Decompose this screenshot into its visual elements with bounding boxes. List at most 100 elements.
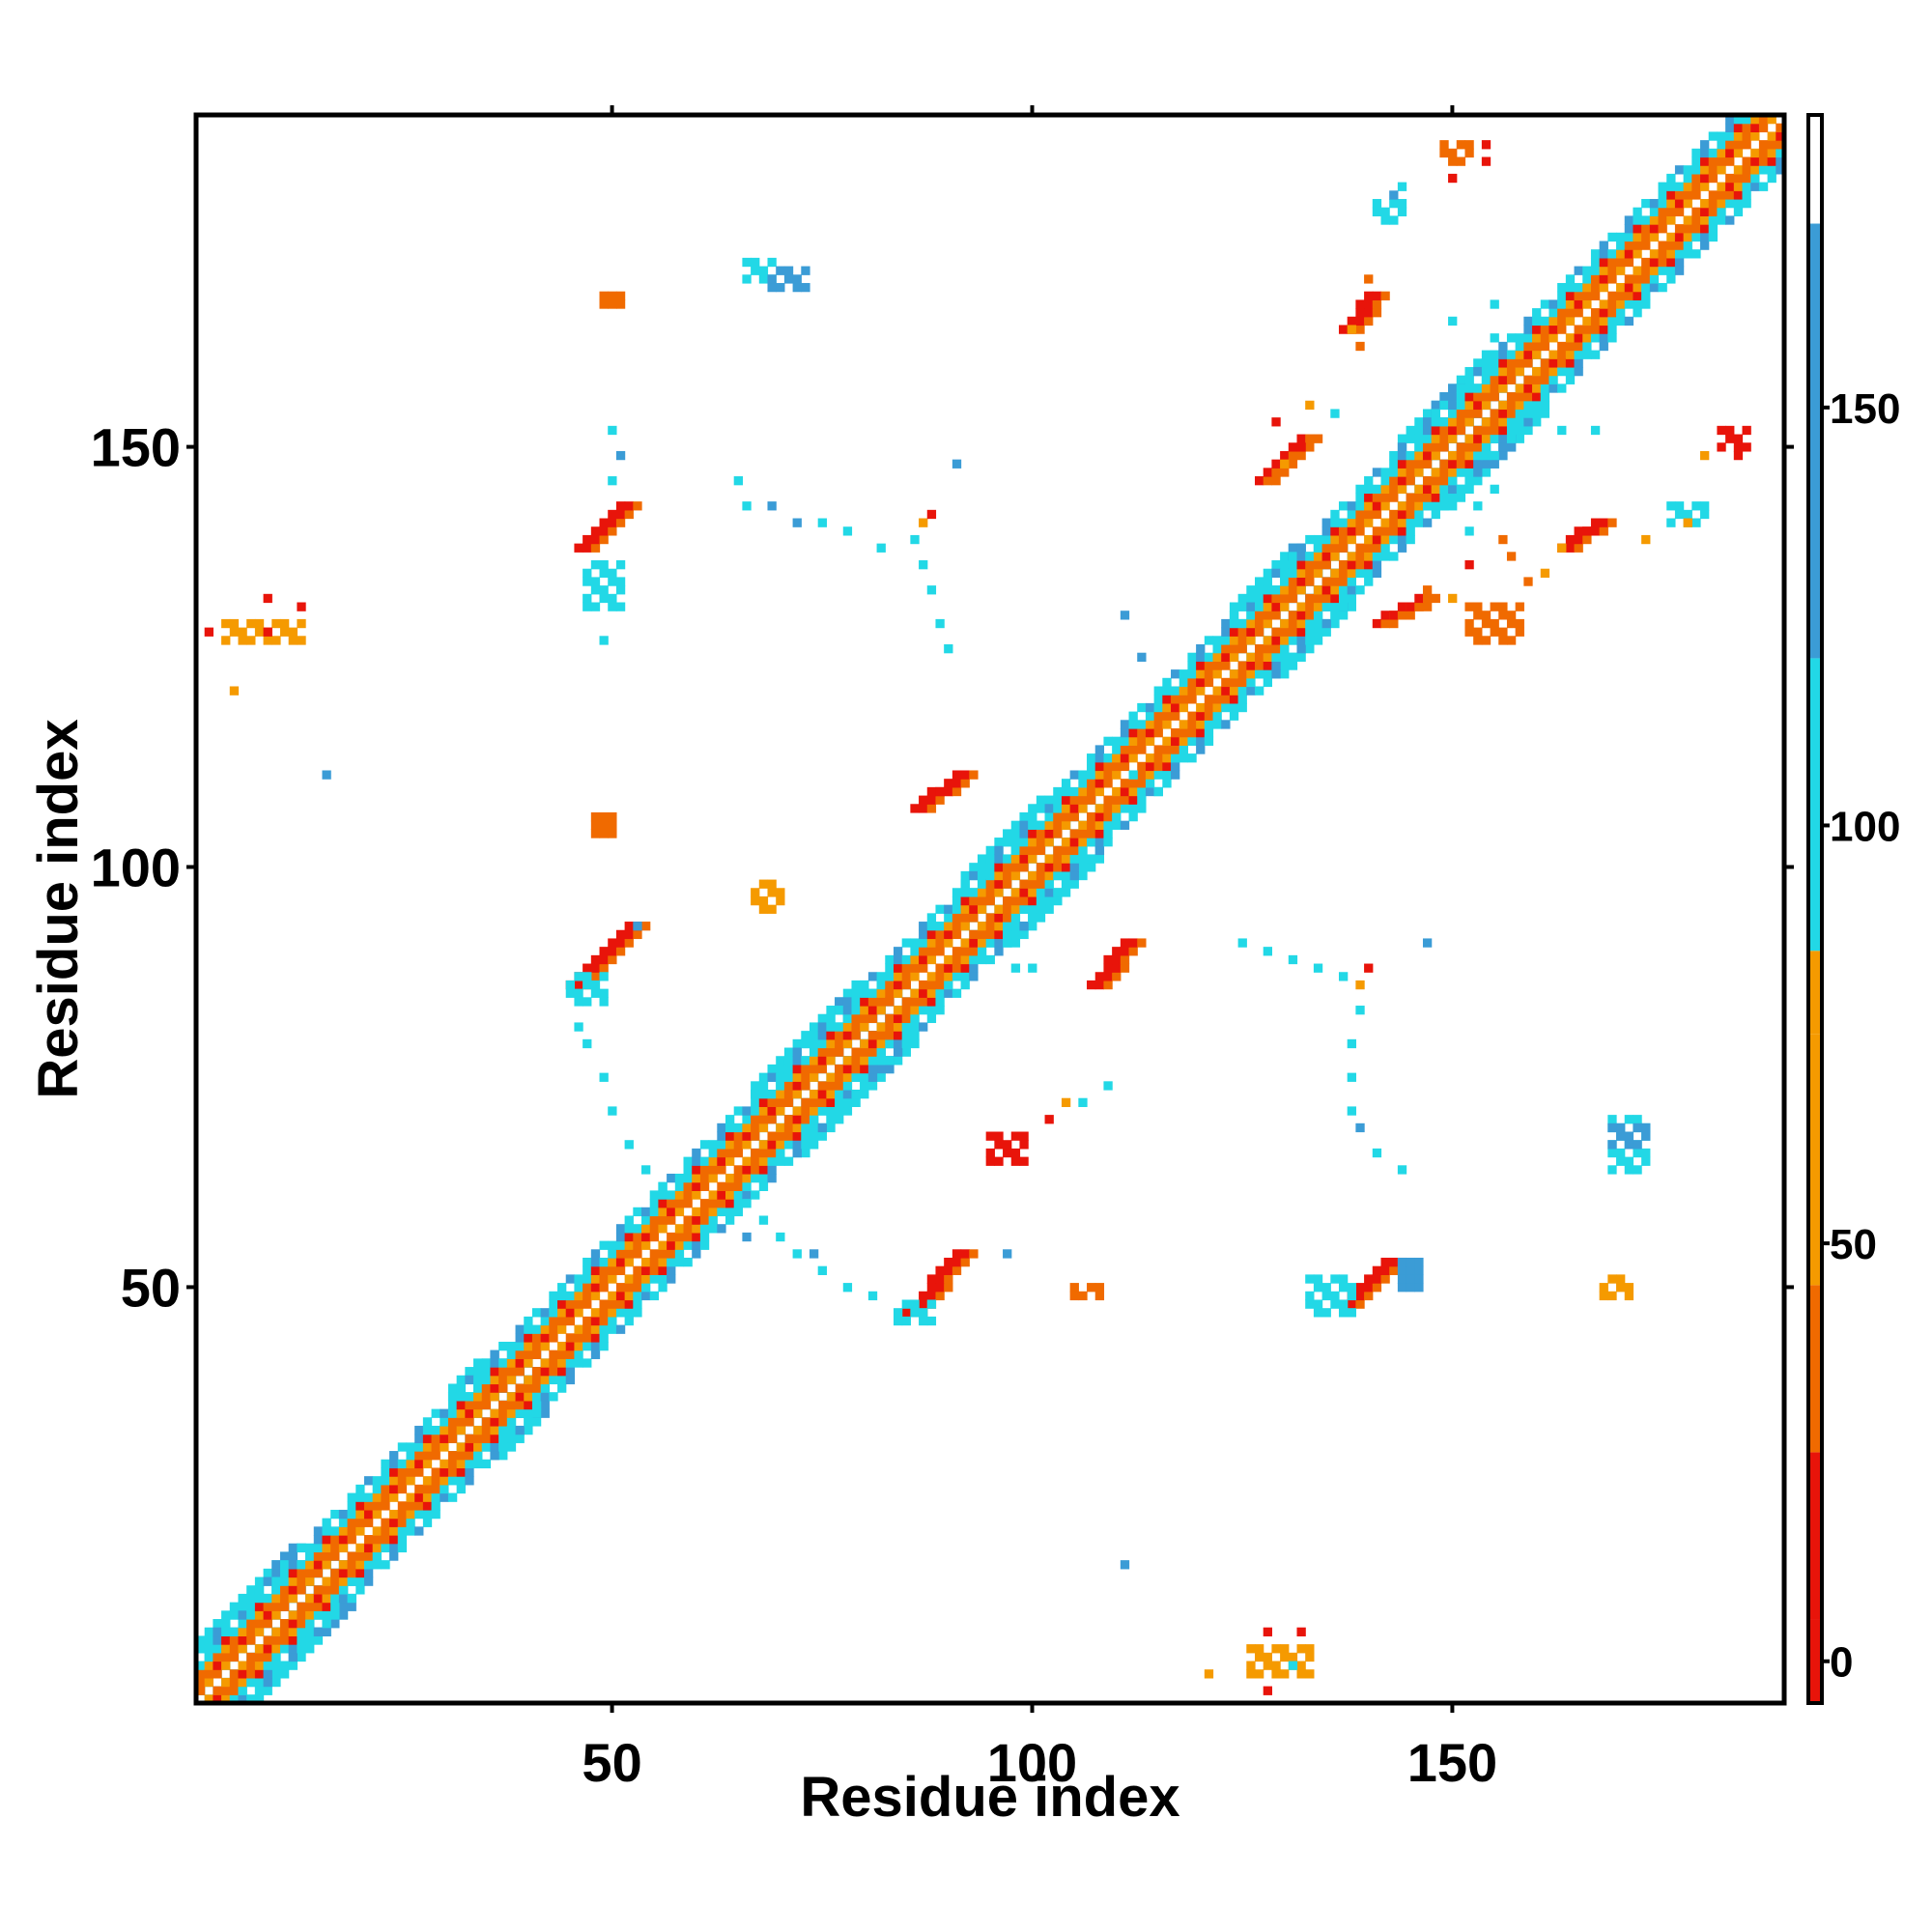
diagonal-cell [271,1610,281,1620]
diagonal-cell [263,1577,272,1586]
contact-block-cell [1044,795,1054,805]
diagonal-cell [582,1316,592,1326]
diagonal-cell [1473,400,1483,411]
diagonal-cell [1137,786,1147,797]
diagonal-cell [540,1392,550,1402]
contact-block-cell [288,1543,298,1553]
diagonal-cell [1237,636,1247,645]
diagonal-cell [540,1375,550,1385]
diagonal-cell [1263,661,1272,670]
diagonal-cell [582,1257,592,1267]
contact-patch-cell [1691,518,1701,527]
diagonal-cell [1406,459,1415,469]
diagonal-cell [826,1038,836,1049]
diagonal-cell [1338,518,1349,527]
diagonal-cell [1069,863,1079,872]
diagonal-cell [885,997,895,1007]
contact-block-cell [1481,468,1492,477]
contact-patch-cell [1616,1274,1626,1284]
contact-patch-cell [1414,1265,1424,1275]
contact-block-cell [1448,392,1458,402]
diagonal-cell [330,1551,340,1561]
diagonal-cell [783,1064,794,1074]
diagonal-cell [817,1064,827,1074]
diagonal-cell [1481,400,1492,411]
contact-patch-cell [1330,1274,1340,1284]
diagonal-cell [751,1097,760,1108]
diagonal-cell [1044,879,1054,889]
diagonal-cell [1372,560,1382,570]
contact-block-cell [540,1400,550,1410]
contact-point [1355,1006,1365,1015]
diagonal-cell [557,1375,567,1385]
diagonal-cell [725,1122,735,1133]
diagonal-cell [792,1090,802,1099]
diagonal-cell [1708,207,1719,216]
diagonal-cell [372,1492,382,1502]
diagonal-cell [1590,333,1601,343]
diagonal-cell [1624,291,1634,300]
diagonal-cell [313,1526,324,1536]
diagonal-cell [355,1509,365,1520]
diagonal-cell [692,1207,701,1217]
diagonal-cell [699,1156,710,1166]
diagonal-cell [985,954,995,965]
diagonal-cell [1431,409,1440,418]
diagonal-cell [574,1350,583,1359]
diagonal-cell [1028,913,1037,923]
diagonal-cell [1321,526,1331,536]
diagonal-cell [322,1535,331,1545]
diagonal-cell [1263,602,1272,611]
diagonal-cell [633,1232,642,1242]
diagonal-cell [624,1224,634,1234]
contact-block-cell [977,854,987,864]
diagonal-cell [322,1593,331,1604]
diagonal-cell [667,1249,676,1259]
diagonal-cell [1280,652,1290,662]
diagonal-cell [1599,282,1608,293]
diagonal-cell [204,1669,213,1679]
diagonal-cell [1397,476,1407,486]
diagonal-cell [1347,509,1356,520]
diagonal-cell [885,972,895,981]
diagonal-cell [926,922,937,931]
diagonal-cell [1313,543,1323,553]
diagonal-cell [1036,820,1046,830]
diagonal-cell [1666,241,1676,250]
diagonal-cell [1422,442,1433,452]
diagonal-cell [1028,888,1037,897]
diagonal-cell [305,1627,315,1637]
contact-block-cell [1061,888,1071,897]
diagonal-cell [1439,493,1449,502]
diagonal-cell [977,929,987,940]
diagonal-cell [1330,611,1340,620]
diagonal-cell [1246,652,1256,662]
diagonal-cell [935,938,945,948]
contact-patch-cell [582,980,592,990]
diagonal-cell [649,1257,660,1267]
diagonal-cell [1406,526,1415,536]
diagonal-cell [1237,661,1247,670]
contact-segment-cell [926,795,937,805]
diagonal-cell [540,1383,550,1393]
diagonal-cell [1633,232,1642,242]
diagonal-cell [305,1568,315,1578]
contact-patch-cell [1742,425,1751,436]
contact-block-cell [1515,425,1524,436]
contact-segment-cell [615,501,626,511]
diagonal-cell [633,1283,642,1293]
diagonal-cell [1288,636,1298,645]
diagonal-cell [1153,761,1163,772]
diagonal-cell [238,1635,247,1645]
diagonal-cell [826,1072,836,1082]
diagonal-cell [1750,165,1760,175]
diagonal-cell [792,1131,802,1141]
diagonal-cell [246,1661,256,1670]
diagonal-cell [674,1232,685,1242]
diagonal-cell [717,1190,726,1200]
diagonal-cell [1128,786,1138,797]
diagonal-cell [876,1006,886,1015]
contact-block-cell [1414,417,1424,427]
contact-patch-cell [1347,1283,1356,1293]
diagonal-cell [1397,459,1407,469]
